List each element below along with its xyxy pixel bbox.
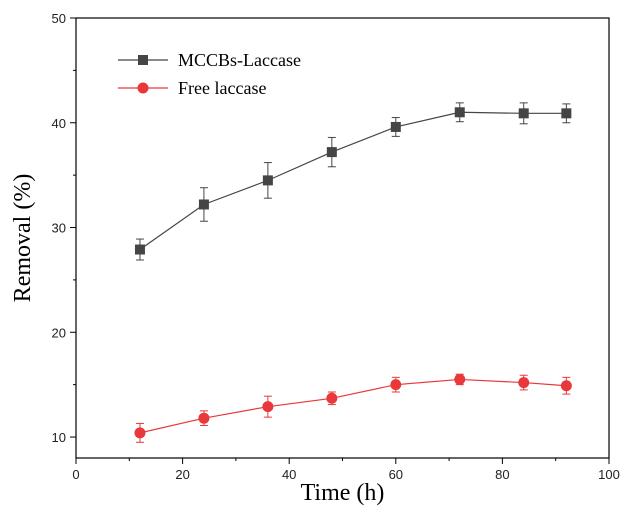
y-tick-label: 40 [52,116,66,131]
data-point-circle [198,412,210,424]
x-axis-title: Time (h) [301,480,385,506]
y-tick-label: 20 [52,325,66,340]
series-line [139,111,567,251]
data-point-square [561,108,572,119]
series-1 [134,373,572,443]
x-tick-label: 40 [282,467,296,482]
x-tick-label: 100 [598,467,620,482]
legend-label: MCCBs-Laccase [178,50,301,70]
series-0 [134,102,572,261]
plot-area [134,102,572,443]
data-point-square [134,244,145,255]
y-axis-title: Removal (%) [10,174,36,303]
series-line [139,378,567,434]
data-point-square [454,107,465,118]
legend-label: Free laccase [178,78,266,98]
x-tick-label: 20 [175,467,189,482]
data-point-square [198,199,209,210]
data-point-square [326,147,337,158]
data-point-circle [518,377,530,389]
data-point-circle [454,373,466,385]
data-point-square [262,175,273,186]
x-tick-label: 0 [72,467,79,482]
legend-marker-circle [137,82,149,94]
y-tick-label: 30 [52,221,66,236]
legend-marker-square [138,55,148,65]
legend-item-0: MCCBs-Laccase [118,50,301,70]
data-point-circle [390,379,402,391]
x-tick-label: 80 [495,467,509,482]
y-tick-label: 50 [52,11,66,26]
legend-item-1: Free laccase [118,78,266,98]
data-point-circle [560,380,572,392]
data-point-circle [134,427,146,439]
y-tick-label: 10 [52,430,66,445]
legend: MCCBs-Laccase Free laccase [118,50,301,98]
data-point-square [390,121,401,132]
data-point-circle [262,401,274,413]
data-point-square [518,108,529,119]
data-point-circle [326,392,338,404]
axes: 0 20 40 60 80 100 10 20 30 40 50 Time (h) Removal (%… [10,11,620,506]
x-tick-label: 60 [389,467,403,482]
